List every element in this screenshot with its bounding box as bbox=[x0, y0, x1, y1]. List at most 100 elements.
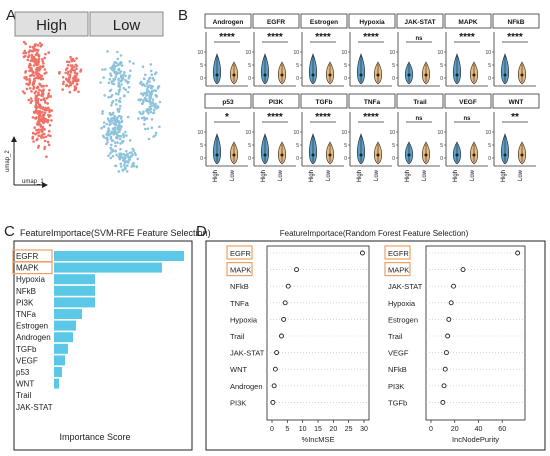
umap-point bbox=[116, 107, 119, 111]
svm-category-label: MAPK bbox=[16, 264, 39, 273]
facet-y-tick-label: 10 bbox=[437, 50, 443, 56]
umap-point bbox=[130, 165, 133, 168]
umap-point bbox=[117, 93, 120, 96]
umap-point bbox=[128, 139, 132, 142]
umap-point bbox=[118, 152, 122, 155]
umap-point bbox=[119, 147, 122, 151]
umap-point bbox=[36, 112, 39, 115]
significance-label: **** bbox=[363, 112, 379, 123]
umap-point bbox=[23, 91, 26, 95]
facet-y-tick-label: 0 bbox=[488, 156, 491, 162]
umap-point bbox=[127, 80, 130, 84]
umap-point bbox=[109, 152, 112, 155]
umap-point bbox=[44, 52, 47, 56]
umap-point bbox=[121, 77, 125, 80]
svm-bar bbox=[54, 297, 95, 308]
significance-label: **** bbox=[459, 32, 475, 43]
umap-point bbox=[49, 95, 53, 98]
umap-point bbox=[143, 123, 146, 126]
umap-point bbox=[36, 123, 40, 126]
rf-incnodepurity-category-label: Hypoxia bbox=[388, 299, 416, 308]
umap-point bbox=[122, 73, 125, 76]
rf-title: FeatureImportace(Random Forest Feature S… bbox=[280, 229, 469, 238]
umap-point bbox=[132, 164, 135, 168]
umap-point bbox=[145, 93, 149, 96]
umap-point bbox=[109, 147, 113, 150]
umap-panel: High Low umap_1 umap_2 bbox=[5, 11, 164, 188]
violin-median bbox=[280, 73, 284, 77]
umap-point bbox=[37, 116, 41, 120]
umap-point bbox=[119, 54, 123, 57]
umap-point bbox=[151, 85, 154, 88]
violin-median bbox=[424, 153, 428, 157]
umap-point bbox=[108, 123, 111, 127]
umap-point bbox=[31, 132, 35, 135]
umap-point bbox=[118, 107, 121, 111]
umap-point bbox=[116, 57, 120, 61]
umap-point bbox=[46, 102, 49, 105]
umap-point bbox=[123, 154, 127, 157]
umap-point bbox=[43, 99, 47, 102]
rf-incnodepurity-category-label: NFkB bbox=[388, 365, 407, 374]
umap-point bbox=[151, 98, 155, 101]
umap-point bbox=[124, 74, 127, 78]
facet-y-tick-label: 5 bbox=[488, 143, 491, 149]
umap-point bbox=[46, 108, 49, 111]
umap-point bbox=[142, 77, 146, 80]
facet-y-tick-label: 10 bbox=[389, 50, 395, 56]
rf-incnodepurity-point bbox=[441, 383, 447, 389]
umap-point bbox=[101, 110, 104, 113]
svm-category-label: Hypoxia bbox=[16, 275, 45, 284]
rf-incmse-point bbox=[285, 283, 291, 289]
facet-y-tick-label: 0 bbox=[392, 76, 395, 82]
svm-category-label: WNT bbox=[16, 380, 34, 389]
umap-point bbox=[123, 94, 126, 98]
umap-point bbox=[148, 105, 152, 109]
rf-incnodepurity-x-tick-label: 20 bbox=[451, 426, 459, 433]
umap-point bbox=[135, 165, 138, 168]
umap-point bbox=[28, 62, 32, 66]
rf-incmse-point bbox=[274, 350, 280, 356]
umap-point bbox=[24, 77, 27, 80]
umap-points bbox=[21, 40, 162, 173]
facet-strip bbox=[348, 13, 396, 29]
umap-point bbox=[35, 128, 38, 132]
umap-point bbox=[154, 134, 157, 137]
umap-point bbox=[153, 105, 156, 109]
umap-point bbox=[36, 61, 40, 65]
rf-incmse-highlight-box bbox=[226, 245, 253, 260]
significance-label: **** bbox=[363, 32, 379, 43]
facet-y-tick-label: 0 bbox=[488, 76, 491, 82]
facet-title: EGFR bbox=[267, 19, 285, 26]
umap-point bbox=[50, 119, 53, 122]
violin-median bbox=[503, 153, 507, 157]
umap-point bbox=[37, 93, 41, 96]
umap-point bbox=[73, 69, 76, 72]
umap-point bbox=[72, 78, 76, 81]
umap-point bbox=[21, 90, 25, 93]
facet-y-tick-label: 10 bbox=[389, 130, 395, 136]
rf-incmse-x-tick-label: 0 bbox=[270, 426, 274, 433]
violin-median bbox=[424, 73, 428, 77]
arrow-up-icon bbox=[11, 136, 17, 142]
umap-point bbox=[36, 101, 40, 105]
umap-point bbox=[118, 63, 121, 66]
umap-point bbox=[73, 59, 76, 62]
umap-point bbox=[122, 135, 125, 139]
umap-point bbox=[123, 70, 126, 74]
facet-title: TNFa bbox=[364, 99, 381, 106]
umap-point bbox=[141, 65, 145, 68]
facet-strip bbox=[204, 13, 252, 29]
rf-incmse-category-label: Trail bbox=[230, 332, 245, 341]
violin-median bbox=[520, 153, 524, 157]
umap-point bbox=[64, 71, 67, 75]
umap-point bbox=[142, 92, 145, 95]
facet-y-tick-label: 0 bbox=[296, 76, 299, 82]
facet-title: Androgen bbox=[213, 19, 244, 26]
rf-incmse-point bbox=[281, 316, 287, 322]
rf-incnodepurity-x-tick-label: 0 bbox=[429, 426, 433, 433]
umap-point bbox=[107, 133, 111, 137]
umap-point bbox=[143, 118, 146, 122]
umap-point bbox=[68, 60, 71, 64]
umap-point bbox=[33, 44, 37, 48]
